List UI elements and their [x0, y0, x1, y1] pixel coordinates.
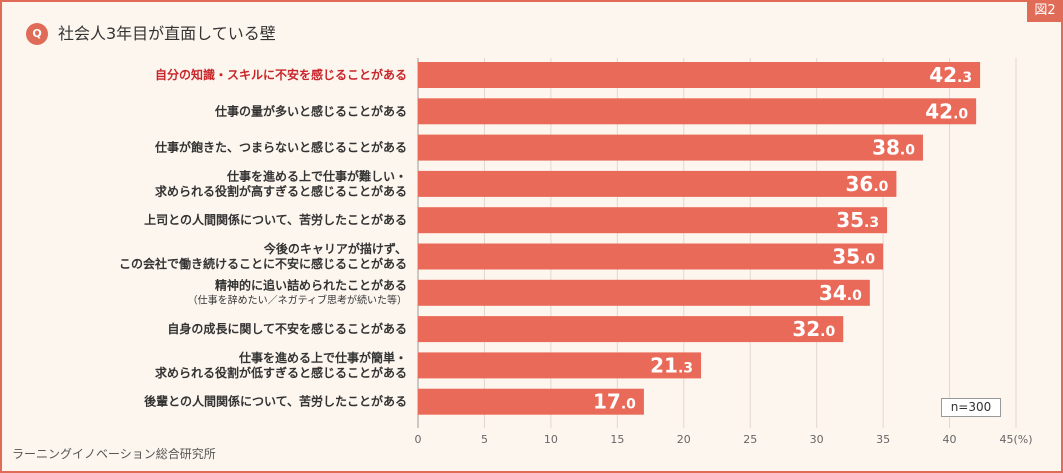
bar	[418, 170, 897, 197]
chart-title: 社会人3年目が直面している壁	[58, 24, 276, 43]
bar	[418, 207, 888, 234]
category-sublabel: （仕事を辞めたい／ネガティブ思考が続いた等）	[188, 293, 407, 306]
data-label: 42.0	[925, 99, 968, 123]
x-tick-label: 10	[544, 433, 558, 446]
sample-size-box: n=300	[941, 398, 1001, 417]
x-tick-label: 0	[415, 433, 422, 446]
bar	[418, 316, 844, 343]
figure-label: 図2	[1027, 0, 1063, 22]
category-label: 自身の成長に関して不安を感じることがある	[167, 321, 407, 336]
bar	[418, 352, 702, 379]
data-label: 35.0	[832, 245, 875, 269]
data-label: 34.0	[819, 281, 862, 305]
data-label: 35.3	[836, 208, 879, 232]
category-label: この会社で働き続けることに不安に感じることがある	[119, 256, 407, 271]
data-label: 21.3	[650, 353, 693, 377]
bar	[418, 279, 870, 306]
x-tick-label: 5	[481, 433, 488, 446]
category-label: 上司との人間関係について、苦労したことがある	[144, 212, 407, 227]
bar	[418, 243, 884, 270]
category-label: 精神的に追い詰められたことがある	[215, 277, 407, 292]
data-label: 36.0	[845, 172, 888, 196]
category-label: 仕事が飽きた、つまらないと感じることがある	[154, 140, 407, 155]
category-label: 仕事を進める上で仕事が難しい・	[226, 168, 407, 183]
x-tick-label: 20	[677, 433, 691, 446]
bar	[418, 98, 977, 125]
x-tick-label: 35	[876, 433, 890, 446]
bar	[418, 388, 644, 415]
question-badge: Q	[26, 23, 48, 45]
data-label: 38.0	[872, 136, 915, 160]
x-tick-label: 25	[743, 433, 757, 446]
data-label: 17.0	[593, 390, 636, 414]
category-label: 仕事を進める上で仕事が簡単・	[238, 350, 407, 365]
category-label: 仕事の量が多いと感じることがある	[214, 103, 407, 118]
source-label: ラーニングイノベーション総合研究所	[12, 447, 216, 461]
data-label: 32.0	[792, 317, 835, 341]
category-label: 今後のキャリアが描けず、	[263, 241, 407, 256]
bar	[418, 134, 923, 161]
x-tick-label: 45(%)	[999, 433, 1032, 446]
category-label: 求められる役割が高すぎると感じることがある	[155, 183, 407, 198]
category-label: 自分の知識・スキルに不安を感じることがある	[155, 67, 407, 82]
x-tick-label: 40	[943, 433, 957, 446]
bar	[418, 62, 981, 88]
x-tick-label: 15	[610, 433, 624, 446]
category-label: 後輩との人間関係について、苦労したことがある	[144, 394, 407, 409]
data-label: 42.3	[929, 63, 972, 87]
x-tick-label: 30	[810, 433, 824, 446]
category-label: 求められる役割が低すぎると感じることがある	[155, 365, 407, 380]
